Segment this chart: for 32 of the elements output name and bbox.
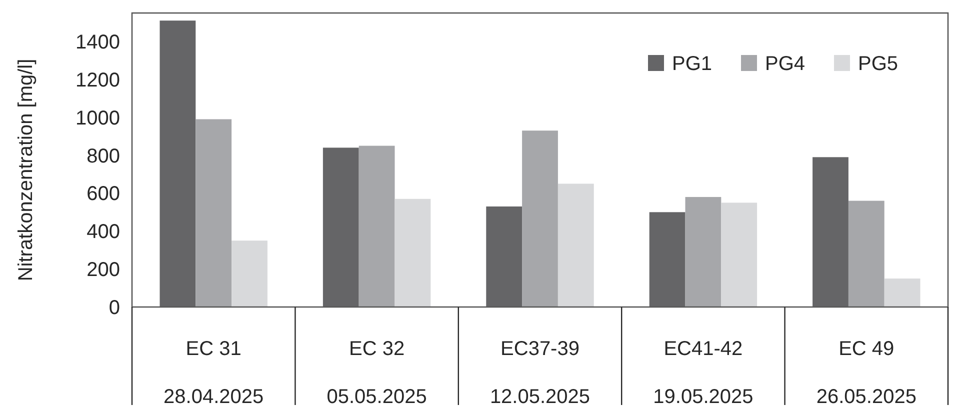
bar (848, 200, 884, 307)
category-label: EC 32 05.05.2025 (326, 338, 427, 408)
y-tick-label: 800 (86, 145, 120, 168)
bar (196, 119, 232, 307)
y-tick-label: 600 (86, 183, 120, 206)
legend-label: PG4 (765, 53, 806, 75)
bar (358, 146, 395, 307)
bar (486, 206, 522, 307)
y-tick-label: 1400 (76, 31, 120, 54)
bar (884, 278, 920, 307)
bar (522, 130, 558, 307)
bar (649, 212, 686, 307)
category-label: EC 31 28.04.2025 (164, 338, 264, 408)
y-tick-label: 200 (86, 259, 120, 282)
bar (558, 184, 594, 307)
y-axis-title: Nitratkonzentration [mg/l] (15, 58, 37, 282)
y-tick-label: 1200 (76, 69, 120, 92)
y-tick-label: 400 (86, 221, 120, 244)
bar (160, 20, 196, 307)
legend-label: PG1 (672, 53, 712, 75)
bar (322, 148, 359, 307)
legend-label: PG5 (858, 53, 898, 75)
category-label: EC41-42 19.05.2025 (653, 338, 754, 408)
bar (812, 157, 848, 307)
category-label: EC37-39 12.05.2025 (490, 338, 590, 408)
bar (685, 196, 722, 307)
y-tick-label: 0 (108, 297, 120, 319)
y-tick-label: 1000 (76, 107, 120, 130)
bar (232, 240, 268, 307)
category-label: EC 49 26.05.2025 (816, 338, 916, 408)
bar (394, 198, 431, 307)
bar (721, 202, 758, 307)
